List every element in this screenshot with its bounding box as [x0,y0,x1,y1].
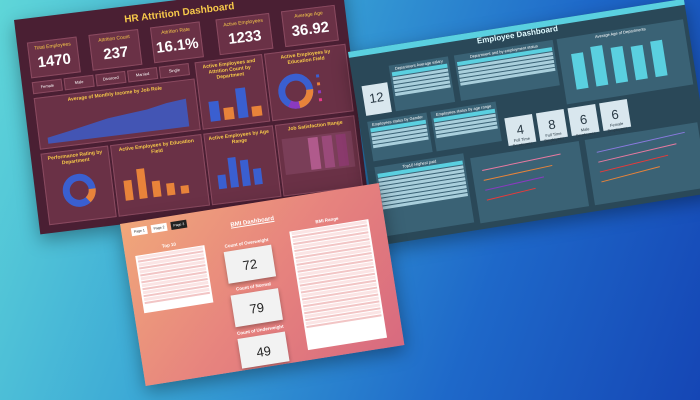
tab-page-3[interactable]: Page 3 [170,219,188,231]
performance-donut-chart [62,173,96,207]
kpi-active-employees: Active Employees 1233 [215,12,274,56]
employment-status-table[interactable]: Department and by employment status [453,39,560,101]
stat-card: 6 Female Employees [599,98,632,133]
line-chart-panel-left[interactable] [470,140,590,224]
department-bar-chart [208,87,263,122]
kpi-value: 1233 [227,27,263,48]
kpi-value: 237 [102,43,130,64]
slicer-divorced[interactable]: Divorced [95,70,127,87]
kpi-value: 16.1% [155,34,200,57]
slicer-married[interactable]: Married [127,66,159,83]
education-donut-chart [278,73,323,109]
avg-age-departments-chart[interactable]: Average Age of Departments [556,19,694,105]
panel-active-by-age-range[interactable]: Active Employees by Age Range [203,125,282,206]
tab-page-1[interactable]: Page 1 [130,225,148,237]
metric-card-underweight: 49 [237,331,290,369]
line-chart-panel-right[interactable] [584,122,700,206]
metric-card-normal: 79 [230,288,283,328]
avg-age-bar-chart [571,39,668,90]
metric-card-overweight: 72 [223,244,277,284]
panel-job-satisfaction[interactable]: Job Satisfaction Range [274,115,363,197]
stat-card: 8 Full Time Employees [535,108,568,143]
kpi-total-employees: Total Employees 1470 [26,36,81,79]
panel-active-by-education[interactable]: Active Employees by Education Field [109,134,211,217]
line-chart-left [482,153,561,201]
bmi-range-table[interactable] [289,219,388,351]
stat-card: 4 Full Time Employees [504,113,537,148]
panel-performance-rating[interactable]: Performance Rating by Department [40,145,117,226]
stat-card: 6 Male Employees [567,103,600,138]
kpi-value: 1470 [36,50,72,72]
kpi-average-age: Average Age 36.92 [280,4,339,48]
kpi-attrition-count: Attrition Count 237 [88,28,143,71]
panel-monthly-income[interactable]: Average of Monthly Income by Job Role [33,78,201,150]
education-bar-chart [123,168,190,201]
line-chart-right [596,131,685,183]
kpi-value: 36.92 [290,18,331,41]
metric-value: 72 [241,256,259,274]
employee-dashboard-card[interactable]: Employee Dashboard 12 Department Average… [348,0,700,246]
highest-paid-table[interactable]: Top10 Highest paid [374,153,475,237]
top-10-table[interactable] [135,245,214,314]
slicer-female[interactable]: Female [31,78,63,95]
satisfaction-matrix [281,130,356,176]
income-area-chart [47,98,190,144]
age-range-status-table[interactable]: Employees status by age range [430,101,502,152]
big-number-card: 12 [361,82,392,116]
big-number-value: 12 [368,89,385,107]
metric-value: 79 [248,299,266,317]
avg-salary-table[interactable]: Department Average salary [388,56,456,112]
slicer-single[interactable]: Single [158,63,191,79]
kpi-attrition-rate: Attrition Rate 16.1% [149,21,204,64]
age-range-bar-chart [217,157,263,190]
panel-active-by-department[interactable]: Active Employees and Attrition Count by … [194,54,271,130]
gender-status-table[interactable]: Employees status by Gender [367,112,433,162]
hr-attrition-dashboard-card[interactable]: HR Attrition Dashboard Total Employees 1… [14,0,368,235]
metric-value: 49 [255,343,273,361]
panel-education-field-donut[interactable]: Active Employees by Education Field [263,43,354,122]
slicer-male[interactable]: Male [63,74,95,91]
tab-page-2[interactable]: Page 2 [150,222,168,234]
